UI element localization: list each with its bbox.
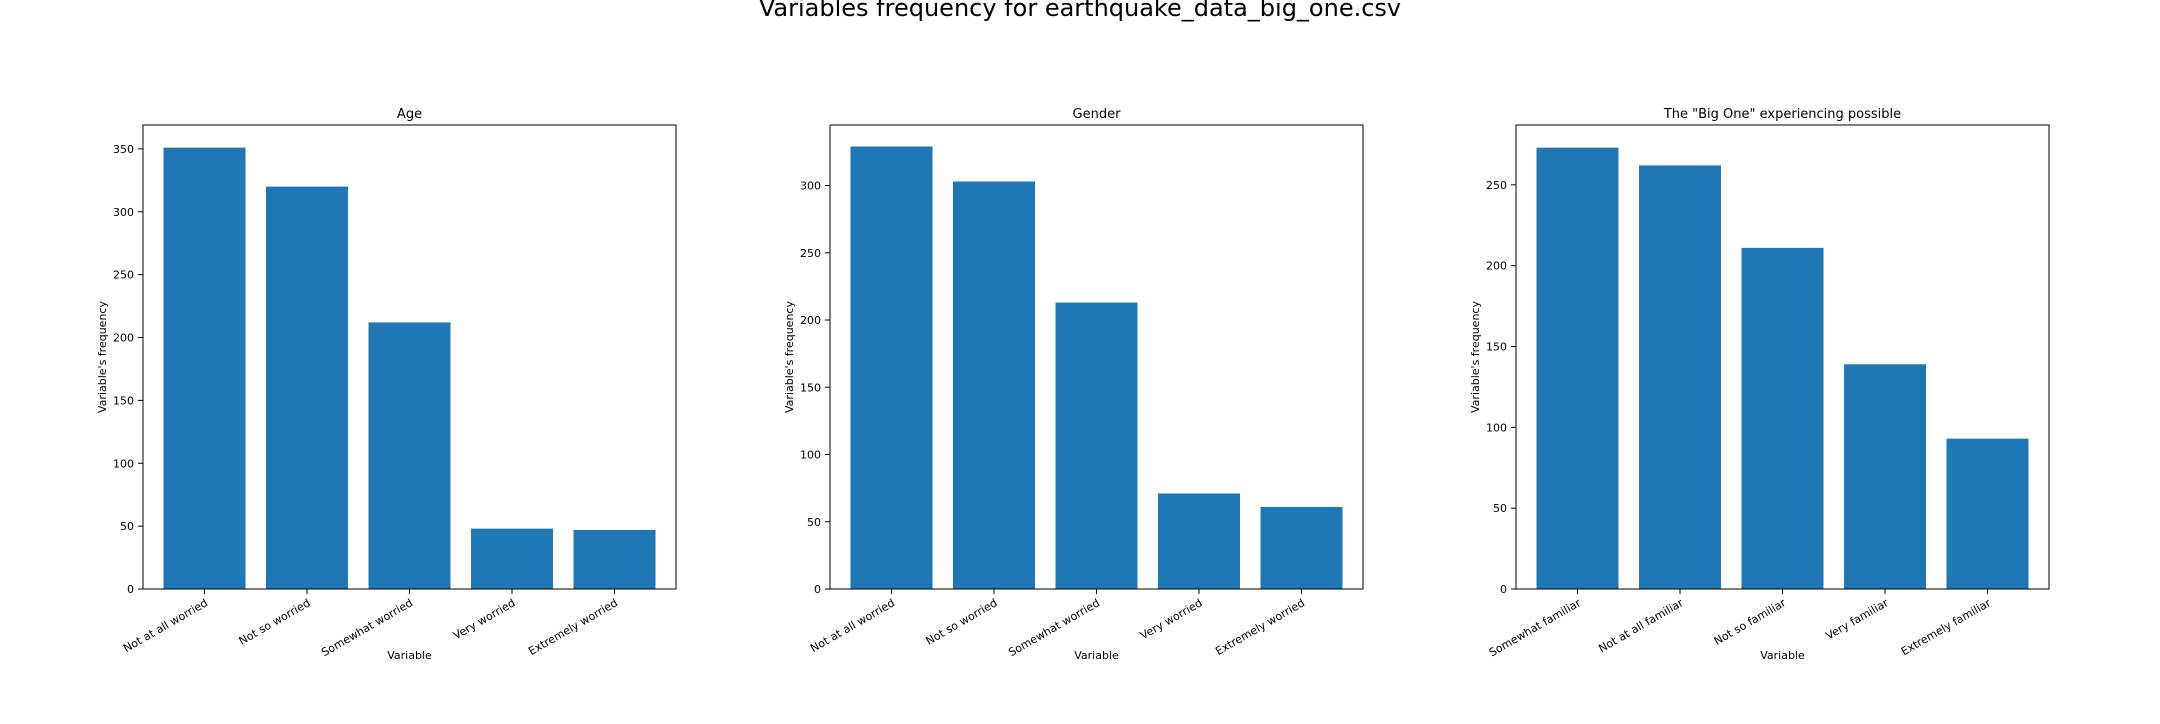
y-axis-label: Variable's frequency <box>1469 301 1482 413</box>
x-tick-label: Not at all worried <box>121 596 210 655</box>
x-tick-label: Very worried <box>1138 596 1205 642</box>
bar <box>368 322 451 589</box>
y-tick-label: 200 <box>800 314 821 327</box>
y-tick-label: 100 <box>1486 421 1507 434</box>
bar <box>163 147 246 589</box>
x-tick-label: Extremely worried <box>1213 596 1307 658</box>
y-tick-label: 100 <box>113 457 134 470</box>
x-axis-label: Variable <box>1760 649 1805 662</box>
y-tick-label: 300 <box>800 180 821 193</box>
x-tick-label: Very worried <box>451 596 518 642</box>
bar <box>953 181 1035 590</box>
subplot-title: The "Big One" experiencing possible <box>1663 107 1901 122</box>
y-tick-label: 350 <box>113 143 134 156</box>
subplot-title: Age <box>397 107 422 122</box>
x-axis-label: Variable <box>387 649 432 662</box>
x-tick-label: Not at all familiar <box>1596 596 1686 655</box>
x-tick-label: Not so familiar <box>1712 596 1789 648</box>
y-tick-label: 150 <box>1486 340 1507 353</box>
y-tick-label: 0 <box>127 583 134 596</box>
y-tick-label: 0 <box>1500 583 1507 596</box>
subplot-title: Gender <box>1073 107 1122 122</box>
y-tick-label: 250 <box>1486 179 1507 192</box>
x-tick-label: Extremely worried <box>526 596 620 658</box>
x-tick-label: Not so worried <box>237 596 313 647</box>
bar <box>850 146 933 589</box>
y-tick-label: 50 <box>807 516 821 529</box>
y-tick-label: 50 <box>120 520 134 533</box>
chart-2: 0 50 100 150 200 250 300 Not at all worried Not … <box>783 107 1364 662</box>
x-tick-label: Not so worried <box>924 596 1000 647</box>
x-tick-label: Extremely familiar <box>1899 596 1993 658</box>
bar <box>266 186 348 589</box>
bar <box>1639 165 1721 590</box>
x-axis-label: Variable <box>1074 649 1119 662</box>
y-tick-label: 0 <box>814 583 821 596</box>
chart-3: 0 50 100 150 200 250 Somewhat familiar Not at a… <box>1469 107 2050 662</box>
y-tick-label: 100 <box>800 449 821 462</box>
y-tick-label: 200 <box>1486 260 1507 273</box>
bar <box>1844 364 1926 589</box>
x-tick-label: Somewhat familiar <box>1487 596 1584 659</box>
y-tick-label: 150 <box>800 381 821 394</box>
bar <box>1536 147 1619 589</box>
x-tick-label: Very familiar <box>1824 596 1891 642</box>
y-tick-label: 300 <box>113 206 134 219</box>
y-tick-label: 200 <box>113 332 134 345</box>
bar <box>1260 506 1343 589</box>
bar <box>471 528 553 589</box>
y-tick-label: 50 <box>1493 502 1507 515</box>
bar <box>1055 302 1138 589</box>
bar <box>573 529 656 589</box>
figure-title: Variables frequency for earthquake_data_… <box>758 0 1402 22</box>
y-tick-label: 150 <box>113 394 134 407</box>
chart-1: 0 50 100 150 200 250 300 350 Not at all worried N… <box>96 107 677 662</box>
y-axis-label: Variable's frequency <box>783 301 796 413</box>
x-tick-label: Not at all worried <box>808 596 897 655</box>
y-axis-label: Variable's frequency <box>96 301 109 413</box>
y-tick-label: 250 <box>113 269 134 282</box>
bar <box>1741 247 1824 589</box>
y-tick-label: 250 <box>800 247 821 260</box>
bar <box>1158 493 1240 589</box>
bar <box>1946 438 2029 589</box>
